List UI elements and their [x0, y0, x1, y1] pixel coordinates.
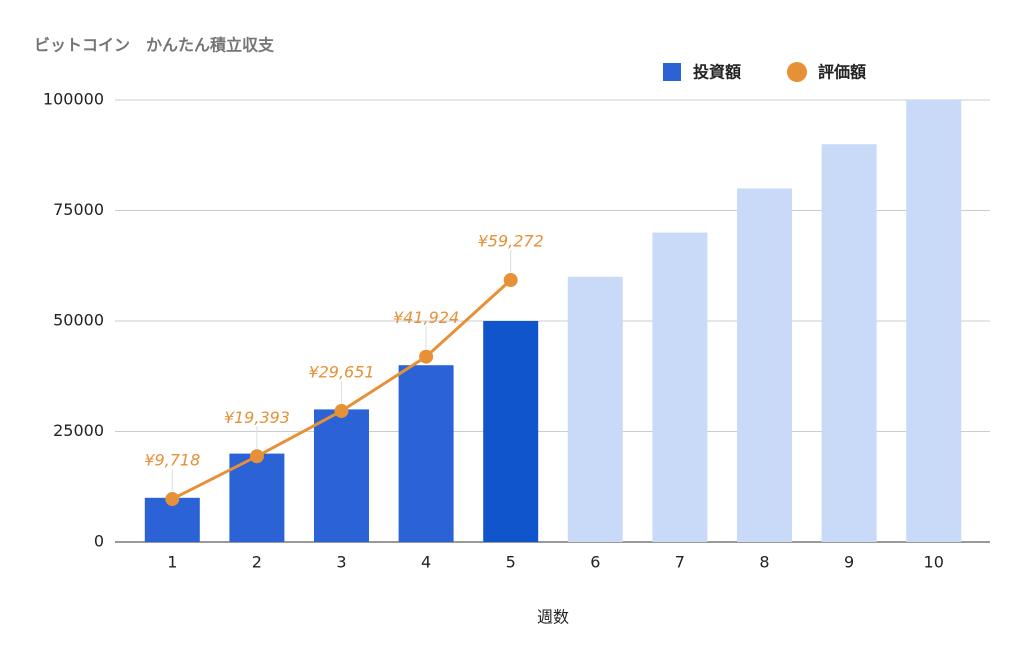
point [419, 349, 434, 364]
data-label: ¥59,272 [478, 232, 544, 251]
x-axis-label: 週数 [537, 608, 569, 627]
x-tick-label: 9 [844, 553, 854, 572]
data-label: ¥29,651 [308, 362, 374, 381]
data-label: ¥41,924 [393, 308, 459, 327]
y-tick-label: 100000 [43, 90, 104, 109]
bar [483, 321, 539, 542]
bar [906, 100, 962, 542]
bar [567, 276, 623, 542]
y-tick-label: 25000 [53, 421, 104, 440]
data-label: ¥9,718 [144, 451, 200, 470]
point [503, 273, 518, 288]
point [249, 449, 264, 464]
legend-swatch [663, 63, 681, 81]
x-tick-label: 3 [336, 553, 346, 572]
point [334, 403, 349, 418]
data-label: ¥19,393 [224, 408, 290, 427]
chart-title: ビットコイン かんたん積立収支 [34, 36, 275, 55]
point [165, 492, 180, 507]
x-tick-label: 6 [590, 553, 600, 572]
bar [314, 409, 369, 542]
bar [398, 365, 454, 542]
legend-label: 評価額 [818, 63, 866, 82]
x-tick-label: 10 [924, 553, 944, 572]
bar [821, 144, 877, 542]
x-tick-label: 2 [252, 553, 262, 572]
bar [229, 453, 285, 542]
x-tick-label: 8 [759, 553, 769, 572]
x-tick-label: 4 [421, 553, 431, 572]
x-tick-label: 7 [675, 553, 685, 572]
legend-swatch [787, 62, 807, 82]
y-tick-label: 50000 [53, 311, 104, 330]
y-tick-label: 75000 [53, 200, 104, 219]
x-tick-label: 1 [167, 553, 177, 572]
legend-label: 投資額 [693, 63, 741, 82]
y-tick-label: 0 [94, 532, 104, 551]
bar [737, 188, 792, 542]
x-tick-label: 5 [506, 553, 516, 572]
bar [652, 232, 708, 542]
